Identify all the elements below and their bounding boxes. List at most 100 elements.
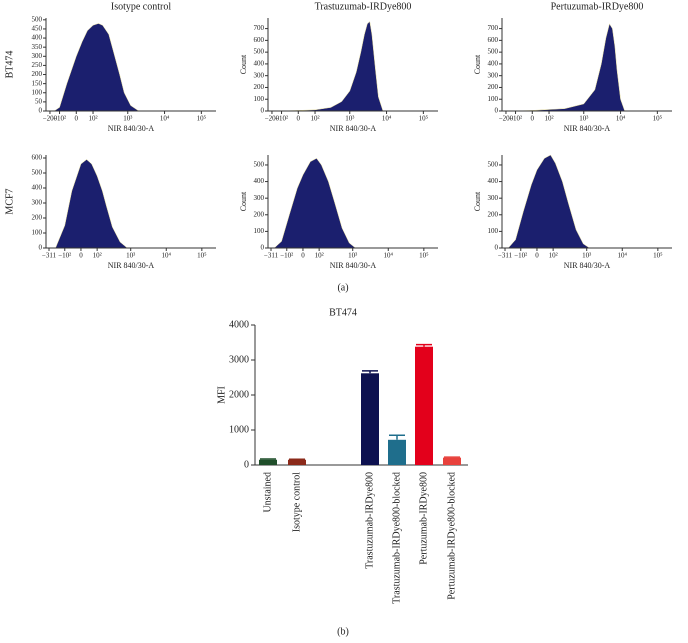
x-tick-label: 10² — [315, 252, 324, 260]
y-tick-label: 700 — [488, 24, 499, 32]
y-tick-label: 0 — [244, 459, 249, 470]
y-tick-label: 500 — [254, 161, 265, 169]
bar — [288, 459, 306, 465]
y-tick-label: 200 — [488, 83, 499, 91]
histogram-area — [508, 154, 590, 249]
histogram-area — [515, 23, 625, 112]
y-tick-label: 400 — [488, 60, 499, 68]
y-tick-label: 200 — [254, 83, 265, 91]
y-tick-label: 500 — [488, 48, 499, 56]
y-tick-label: 600 — [254, 36, 265, 44]
y-tick-label: 0 — [495, 107, 499, 115]
x-tick-label: 10³ — [579, 115, 588, 123]
bar — [415, 346, 433, 465]
x-tick-label: 10³ — [345, 115, 354, 123]
histogram-area — [281, 21, 384, 112]
x-tick-label: Unstained — [262, 472, 273, 513]
x-tick-label: 10⁴ — [618, 252, 628, 260]
y-tick-label: 300 — [32, 52, 43, 60]
y-tick-label: 150 — [32, 79, 43, 87]
y-tick-label: 200 — [32, 214, 43, 222]
x-axis-label: NIR 840/30-A — [564, 124, 611, 133]
y-tick-label: 100 — [254, 227, 265, 235]
y-tick-label: 0 — [261, 244, 265, 252]
x-tick-label: −200 — [499, 115, 514, 123]
x-tick-label: −10² — [509, 115, 522, 123]
error-bar — [389, 434, 405, 440]
error-bar — [289, 458, 305, 460]
x-tick-label: −311 — [264, 252, 279, 260]
column-title: Isotype control — [111, 1, 171, 12]
panel-label: (b) — [337, 626, 349, 637]
x-tick-label: Trastuzumab-IRDye800 — [364, 472, 375, 569]
y-tick-label: 100 — [254, 95, 265, 103]
x-tick-label: 10⁴ — [160, 115, 170, 123]
x-tick-label: 10² — [93, 252, 102, 260]
x-axis-label: NIR 840/30-A — [108, 261, 155, 270]
x-tick-label: Trastuzumab-IRDye800-blocked — [391, 472, 402, 604]
x-tick-label: 0 — [79, 252, 83, 260]
x-axis-label: NIR 840/30-A — [564, 261, 611, 270]
x-tick-label: −10² — [275, 115, 288, 123]
x-tick-label: −200 — [265, 115, 280, 123]
y-axis-label: Count — [473, 191, 482, 211]
x-tick-label: 10⁴ — [162, 252, 172, 260]
y-tick-label: 500 — [32, 15, 43, 23]
x-tick-label: 0 — [75, 115, 79, 123]
y-tick-label: 300 — [488, 71, 499, 79]
error-bar — [362, 370, 378, 374]
y-tick-label: 50 — [35, 97, 43, 105]
x-axis-label: NIR 840/30-A — [108, 124, 155, 133]
y-tick-label: 500 — [32, 169, 43, 177]
x-tick-label: 10³ — [348, 252, 357, 260]
x-tick-label: 10⁵ — [197, 115, 207, 123]
x-tick-label: 10² — [88, 115, 97, 123]
x-tick-label: −10² — [53, 115, 66, 123]
y-tick-label: 100 — [488, 95, 499, 103]
y-tick-label: 500 — [254, 48, 265, 56]
y-tick-label: 1000 — [229, 424, 249, 435]
column-title: Trastuzumab-IRDye800 — [315, 1, 412, 12]
y-tick-label: 400 — [32, 184, 43, 192]
y-tick-label: 2000 — [229, 389, 249, 400]
y-axis-label: Count — [239, 54, 248, 74]
histogram-area — [55, 159, 128, 249]
x-tick-label: 10⁴ — [382, 115, 392, 123]
y-tick-label: 250 — [32, 61, 43, 69]
y-axis-label: Count — [239, 191, 248, 211]
x-tick-label: 10⁴ — [616, 115, 626, 123]
y-tick-label: 400 — [488, 177, 499, 185]
x-tick-label: 10⁵ — [197, 252, 207, 260]
y-tick-label: 0 — [261, 107, 265, 115]
x-tick-label: 10⁵ — [653, 115, 663, 123]
x-tick-label: 0 — [535, 252, 539, 260]
x-tick-label: 0 — [531, 115, 535, 123]
x-tick-label: 10² — [310, 115, 319, 123]
x-tick-label: 10³ — [582, 252, 591, 260]
column-title: Pertuzumab-IRDye800 — [551, 1, 644, 12]
x-tick-label: −311 — [498, 252, 513, 260]
x-axis-label: NIR 840/30-A — [330, 261, 377, 270]
x-tick-label: −10² — [58, 252, 71, 260]
y-tick-label: 600 — [488, 36, 499, 44]
y-axis-label: MFI — [216, 386, 227, 404]
x-tick-label: −311 — [42, 252, 57, 260]
x-tick-label: Pertuzumab-IRDye800 — [418, 472, 429, 565]
y-tick-label: 0 — [39, 244, 43, 252]
bar — [259, 459, 277, 465]
y-tick-label: 300 — [254, 71, 265, 79]
y-axis-label: Count — [473, 54, 482, 74]
y-tick-label: 500 — [488, 161, 499, 169]
x-tick-label: 10³ — [126, 252, 135, 260]
y-tick-label: 0 — [495, 244, 499, 252]
row-label: BT474 — [4, 51, 15, 79]
x-tick-label: −10² — [280, 252, 293, 260]
y-tick-label: 200 — [488, 210, 499, 218]
y-tick-label: 100 — [32, 229, 43, 237]
y-tick-label: 300 — [254, 194, 265, 202]
x-tick-label: Pertuzumab-IRDye800-blocked — [446, 472, 457, 600]
x-tick-label: −200 — [43, 115, 58, 123]
y-tick-label: 400 — [254, 60, 265, 68]
x-tick-label: 10⁵ — [419, 252, 429, 260]
